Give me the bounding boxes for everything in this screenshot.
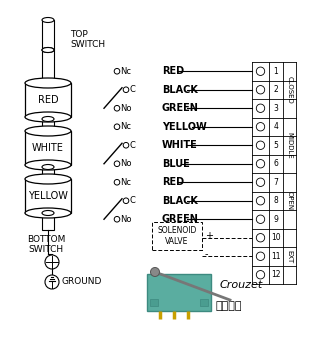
Circle shape: [114, 69, 120, 74]
Text: Nc: Nc: [121, 67, 132, 76]
Circle shape: [114, 179, 120, 185]
Text: YELLOW: YELLOW: [162, 122, 207, 132]
Ellipse shape: [25, 160, 71, 170]
Text: Nc: Nc: [121, 178, 132, 187]
Text: C: C: [130, 141, 135, 150]
Text: 4: 4: [274, 122, 279, 131]
Text: GREEN: GREEN: [162, 103, 199, 113]
Ellipse shape: [42, 48, 54, 52]
Text: RED: RED: [38, 95, 58, 105]
Text: EXT: EXT: [287, 250, 293, 263]
Circle shape: [45, 275, 59, 289]
Text: Crouzet: Crouzet: [220, 280, 263, 290]
Text: Nc: Nc: [121, 122, 132, 131]
Ellipse shape: [25, 126, 71, 136]
Text: -: -: [205, 249, 208, 259]
Circle shape: [256, 197, 265, 205]
Circle shape: [123, 87, 129, 93]
Text: OPEN: OPEN: [287, 191, 293, 210]
Bar: [42, 50, 54, 83]
Circle shape: [256, 86, 265, 94]
Bar: [42, 167, 54, 179]
Bar: [42, 20, 54, 50]
Circle shape: [256, 141, 265, 149]
Circle shape: [256, 270, 265, 279]
Ellipse shape: [25, 174, 71, 184]
Ellipse shape: [42, 117, 54, 121]
Ellipse shape: [25, 208, 71, 218]
Bar: [42, 119, 54, 131]
Text: MIDDLE: MIDDLE: [287, 132, 293, 159]
Circle shape: [151, 267, 160, 276]
Text: BLUE: BLUE: [162, 159, 190, 169]
Text: +: +: [205, 231, 213, 241]
Text: RED: RED: [162, 66, 184, 76]
Text: TOP
SWITCH: TOP SWITCH: [70, 30, 105, 49]
Circle shape: [45, 255, 59, 269]
Bar: [150, 299, 158, 306]
Text: YELLOW: YELLOW: [28, 191, 68, 201]
Circle shape: [114, 161, 120, 167]
Circle shape: [123, 142, 129, 148]
Text: No: No: [121, 215, 132, 224]
Text: RED: RED: [162, 177, 184, 187]
Text: No: No: [121, 104, 132, 113]
Text: GREEN: GREEN: [162, 214, 199, 224]
Text: SOLENOID
VALVE: SOLENOID VALVE: [157, 226, 197, 246]
Ellipse shape: [42, 18, 54, 23]
Ellipse shape: [25, 112, 71, 122]
Text: 9: 9: [274, 215, 279, 224]
Text: No: No: [121, 159, 132, 168]
Circle shape: [123, 198, 129, 203]
Bar: [42, 213, 54, 230]
Bar: [200, 299, 208, 306]
Circle shape: [256, 215, 265, 223]
Circle shape: [256, 252, 265, 261]
Text: 6: 6: [274, 159, 279, 168]
Circle shape: [114, 216, 120, 222]
Bar: [25, 179, 71, 213]
Text: 11: 11: [271, 252, 281, 261]
Circle shape: [256, 178, 265, 187]
Text: WHITE: WHITE: [162, 140, 198, 150]
Text: BLACK: BLACK: [162, 85, 198, 95]
FancyBboxPatch shape: [147, 274, 211, 311]
Circle shape: [114, 105, 120, 111]
Text: 2: 2: [274, 85, 278, 94]
Ellipse shape: [25, 78, 71, 88]
Ellipse shape: [42, 211, 54, 216]
Circle shape: [114, 124, 120, 129]
Text: C: C: [130, 196, 135, 205]
Circle shape: [256, 104, 265, 113]
Ellipse shape: [42, 48, 54, 52]
Circle shape: [256, 123, 265, 131]
Text: Ⓝ⓻ⒸⓊ: Ⓝ⓻ⒸⓊ: [215, 301, 241, 312]
Bar: [152, 222, 202, 250]
Text: 1: 1: [274, 67, 278, 76]
Text: BLACK: BLACK: [162, 196, 198, 206]
Text: 7: 7: [274, 178, 279, 187]
Text: 5: 5: [274, 141, 279, 150]
Text: 12: 12: [271, 270, 281, 279]
Text: WHITE: WHITE: [32, 143, 64, 153]
Text: 8: 8: [274, 196, 278, 205]
Text: 3: 3: [274, 104, 279, 113]
Circle shape: [256, 234, 265, 242]
Text: BOTTOM
SWITCH: BOTTOM SWITCH: [27, 235, 65, 255]
Bar: [25, 131, 71, 165]
Text: 10: 10: [271, 233, 281, 242]
Text: GROUND: GROUND: [61, 277, 102, 287]
Text: C: C: [130, 85, 135, 94]
Text: CLOSED: CLOSED: [287, 76, 293, 104]
Ellipse shape: [42, 165, 54, 169]
Bar: [25, 83, 71, 117]
Circle shape: [256, 160, 265, 168]
Circle shape: [256, 67, 265, 75]
